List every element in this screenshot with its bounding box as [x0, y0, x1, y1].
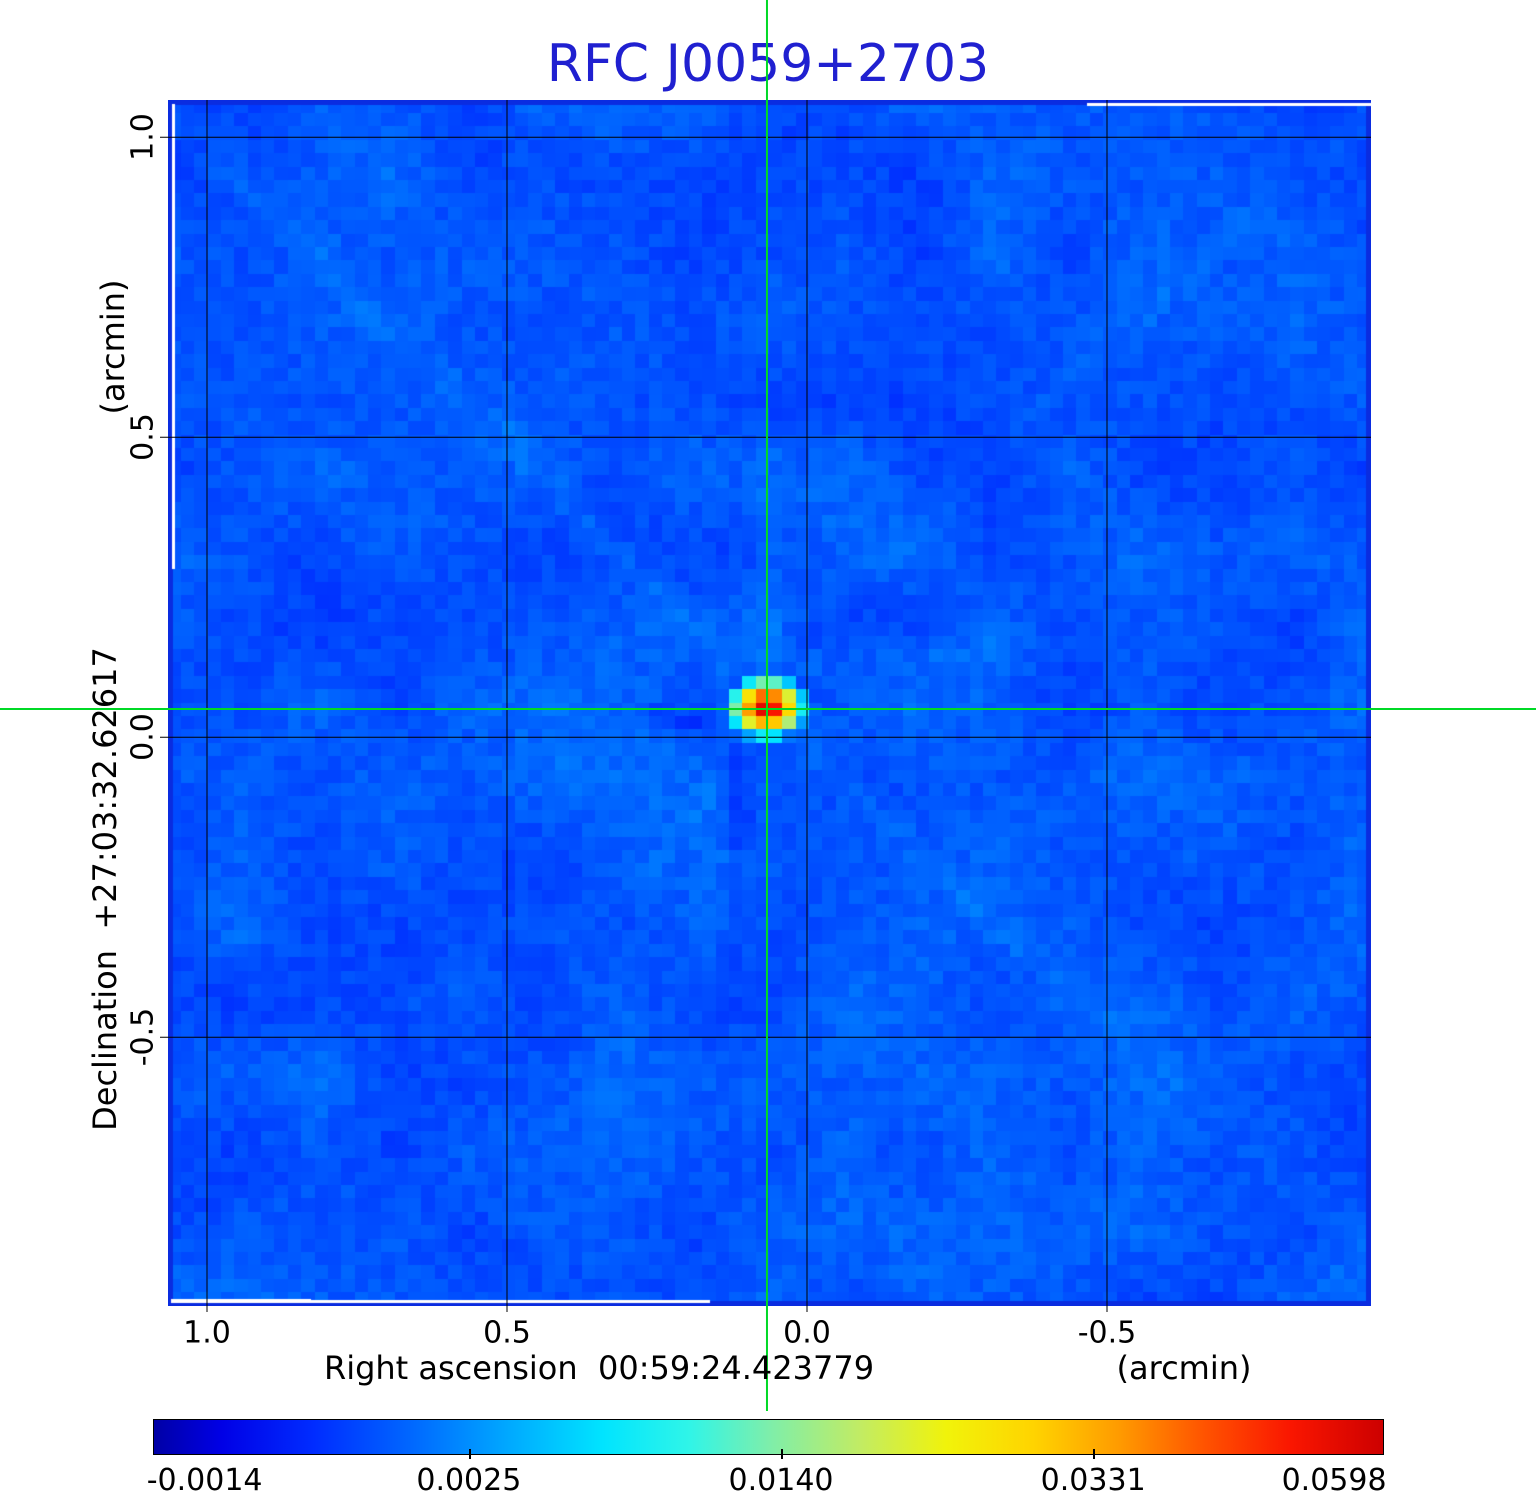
x-tick-label: 1.0 — [183, 1315, 231, 1351]
colorbar-tick-label: 0.0598 — [1281, 1463, 1387, 1498]
x-tick-label: -0.5 — [1077, 1315, 1137, 1351]
x-axis-unit-label: (arcmin) — [1116, 1349, 1252, 1387]
y-tick-label: 1.0 — [125, 113, 161, 162]
colorbar-tick-mark — [1093, 1449, 1096, 1459]
x-tick-label: 0.5 — [483, 1315, 531, 1351]
page-title: RFC J0059+2703 — [546, 34, 990, 94]
colorbar-tick-label: 0.0140 — [728, 1463, 834, 1498]
y-tick-label: 0.0 — [125, 713, 161, 762]
colorbar-tick-mark — [468, 1449, 471, 1459]
colorbar-tick-label: 0.0025 — [416, 1463, 522, 1498]
x-axis-label: Right ascension 00:59:24.423779 — [323, 1349, 875, 1387]
colorbar-tick-label: -0.0014 — [146, 1463, 263, 1498]
y-tick-label: -0.5 — [125, 1007, 161, 1067]
sky-map-canvas — [168, 100, 1371, 1306]
colorbar-tick-mark — [781, 1449, 784, 1459]
colorbar — [153, 1419, 1384, 1455]
y-axis-unit-label: (arcmin) — [94, 279, 132, 415]
y-tick-label: 0.5 — [125, 413, 161, 462]
colorbar-tick-label: 0.0331 — [1040, 1463, 1146, 1498]
y-axis-label: Declination +27:03:32.62617 — [86, 647, 124, 1131]
x-tick-label: 0.0 — [783, 1315, 831, 1351]
